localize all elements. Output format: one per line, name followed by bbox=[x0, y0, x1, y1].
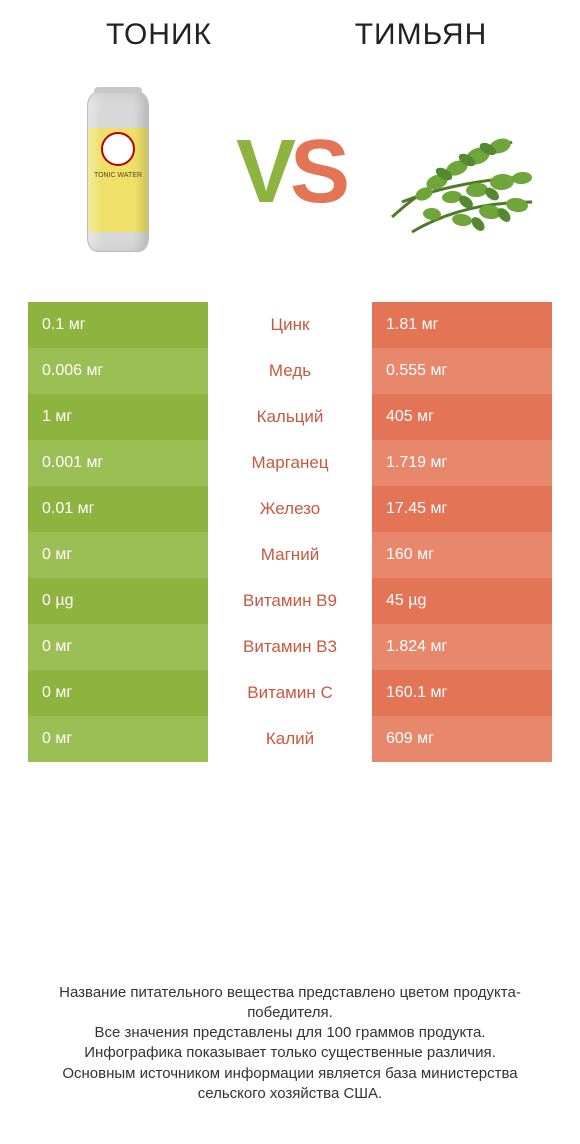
tonic-can-icon: TONIC WATER bbox=[87, 92, 149, 252]
thyme-icon bbox=[382, 102, 542, 242]
right-value: 609 мг bbox=[372, 716, 552, 762]
footer-line: Все значения представлены для 100 граммо… bbox=[34, 1023, 546, 1043]
right-value: 0.555 мг bbox=[372, 348, 552, 394]
right-product-title: ТИМЬЯН bbox=[290, 18, 552, 52]
nutrient-name: Цинк bbox=[208, 302, 372, 348]
footer-line: Название питательного вещества представл… bbox=[34, 983, 546, 1024]
right-value: 160.1 мг bbox=[372, 670, 552, 716]
table-row: 0 мгКалий609 мг bbox=[28, 716, 552, 762]
footer-line: Инфографика показывает только существенн… bbox=[34, 1043, 546, 1063]
footer-note: Название питательного вещества представл… bbox=[28, 953, 552, 1144]
right-value: 405 мг bbox=[372, 394, 552, 440]
footer-line: Основным источником информации является … bbox=[34, 1064, 546, 1105]
vs-label: VS bbox=[236, 127, 344, 217]
table-row: 0 мгВитамин C160.1 мг bbox=[28, 670, 552, 716]
hero-row: TONIC WATER VS bbox=[38, 72, 542, 272]
titles-row: ТОНИК ТИМЬЯН bbox=[28, 18, 552, 52]
left-value: 0 мг bbox=[28, 532, 208, 578]
left-value: 0 мг bbox=[28, 624, 208, 670]
right-value: 1.81 мг bbox=[372, 302, 552, 348]
right-value: 1.719 мг bbox=[372, 440, 552, 486]
left-value: 0 µg bbox=[28, 578, 208, 624]
nutrient-name: Магний bbox=[208, 532, 372, 578]
right-value: 17.45 мг bbox=[372, 486, 552, 532]
left-product-image: TONIC WATER bbox=[38, 77, 198, 267]
left-product-title: ТОНИК bbox=[28, 18, 290, 52]
nutrient-name: Калий bbox=[208, 716, 372, 762]
table-row: 0 мгВитамин B31.824 мг bbox=[28, 624, 552, 670]
right-value: 1.824 мг bbox=[372, 624, 552, 670]
table-row: 0.006 мгМедь0.555 мг bbox=[28, 348, 552, 394]
table-row: 0.001 мгМарганец1.719 мг bbox=[28, 440, 552, 486]
nutrient-name: Витамин B9 bbox=[208, 578, 372, 624]
nutrient-name: Витамин C bbox=[208, 670, 372, 716]
left-value: 0 мг bbox=[28, 716, 208, 762]
right-value: 45 µg bbox=[372, 578, 552, 624]
nutrient-table: 0.1 мгЦинк1.81 мг0.006 мгМедь0.555 мг1 м… bbox=[28, 302, 552, 762]
nutrient-name: Марганец bbox=[208, 440, 372, 486]
nutrient-name: Железо bbox=[208, 486, 372, 532]
left-value: 0.1 мг bbox=[28, 302, 208, 348]
nutrient-name: Витамин B3 bbox=[208, 624, 372, 670]
left-value: 0.01 мг bbox=[28, 486, 208, 532]
table-row: 0.1 мгЦинк1.81 мг bbox=[28, 302, 552, 348]
left-value: 0.001 мг bbox=[28, 440, 208, 486]
nutrient-name: Кальций bbox=[208, 394, 372, 440]
table-row: 1 мгКальций405 мг bbox=[28, 394, 552, 440]
table-row: 0 µgВитамин B945 µg bbox=[28, 578, 552, 624]
vs-v: V bbox=[236, 127, 290, 217]
table-row: 0.01 мгЖелезо17.45 мг bbox=[28, 486, 552, 532]
right-product-image bbox=[382, 77, 542, 267]
vs-s: S bbox=[290, 127, 344, 217]
left-value: 0.006 мг bbox=[28, 348, 208, 394]
right-value: 160 мг bbox=[372, 532, 552, 578]
left-value: 0 мг bbox=[28, 670, 208, 716]
nutrient-name: Медь bbox=[208, 348, 372, 394]
left-value: 1 мг bbox=[28, 394, 208, 440]
table-row: 0 мгМагний160 мг bbox=[28, 532, 552, 578]
